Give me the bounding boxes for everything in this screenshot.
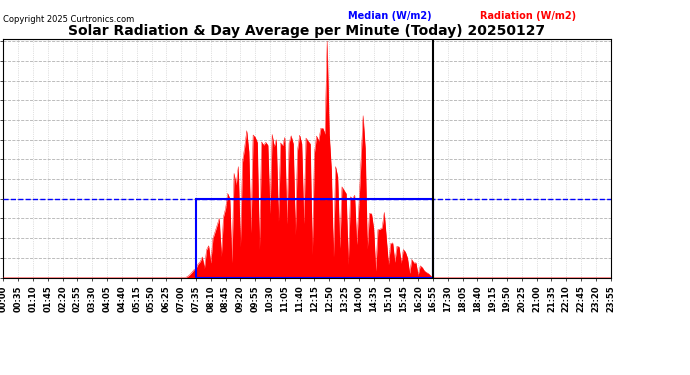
Text: Copyright 2025 Curtronics.com: Copyright 2025 Curtronics.com	[3, 15, 135, 24]
Text: Radiation (W/m2): Radiation (W/m2)	[480, 11, 575, 21]
Title: Solar Radiation & Day Average per Minute (Today) 20250127: Solar Radiation & Day Average per Minute…	[68, 24, 546, 38]
Bar	[196, 199, 433, 278]
Text: Median (W/m2): Median (W/m2)	[348, 11, 432, 21]
